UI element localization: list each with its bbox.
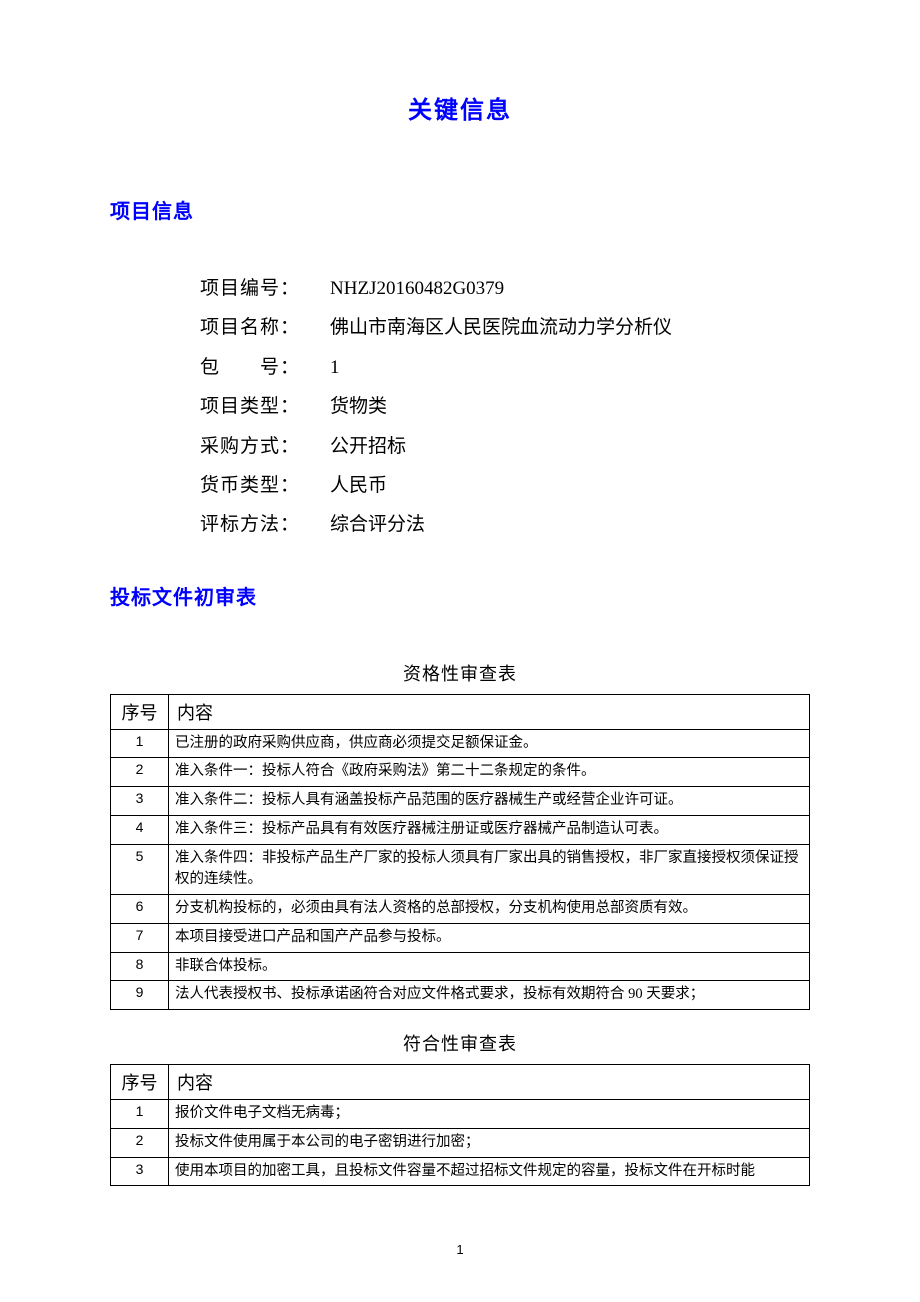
cell-seq: 2: [111, 1128, 169, 1157]
cell-seq: 6: [111, 895, 169, 924]
info-row: 采购方式： 公开招标: [200, 432, 810, 462]
cell-content: 使用本项目的加密工具，且投标文件容量不超过招标文件规定的容量，投标文件在开标时能: [169, 1157, 810, 1186]
info-value: 人民币: [330, 471, 810, 501]
cell-content: 本项目接受进口产品和国产产品参与投标。: [169, 923, 810, 952]
main-title: 关键信息: [110, 90, 810, 125]
table1-header-seq: 序号: [111, 694, 169, 729]
cell-content: 已注册的政府采购供应商，供应商必须提交足额保证金。: [169, 729, 810, 758]
info-row: 项目名称： 佛山市南海区人民医院血流动力学分析仪: [200, 313, 810, 343]
table-row: 7本项目接受进口产品和国产产品参与投标。: [111, 923, 810, 952]
cell-content: 准入条件四：非投标产品生产厂家的投标人须具有厂家出具的销售授权，非厂家直接授权须…: [169, 844, 810, 895]
info-label: 项目名称：: [200, 313, 330, 343]
info-label: 项目编号：: [200, 274, 330, 304]
table-row: 3准入条件二：投标人具有涵盖投标产品范围的医疗器械生产或经营企业许可证。: [111, 787, 810, 816]
section-header-audit: 投标文件初审表: [110, 581, 810, 610]
table-row: 8非联合体投标。: [111, 952, 810, 981]
info-row: 评标方法： 综合评分法: [200, 510, 810, 540]
table-row: 3使用本项目的加密工具，且投标文件容量不超过招标文件规定的容量，投标文件在开标时…: [111, 1157, 810, 1186]
cell-content: 投标文件使用属于本公司的电子密钥进行加密；: [169, 1128, 810, 1157]
info-label: 评标方法：: [200, 510, 330, 540]
cell-seq: 3: [111, 1157, 169, 1186]
info-row: 货币类型： 人民币: [200, 471, 810, 501]
info-value: 1: [330, 353, 810, 383]
table2-header-content: 内容: [169, 1065, 810, 1100]
cell-seq: 8: [111, 952, 169, 981]
cell-content: 报价文件电子文档无病毒；: [169, 1100, 810, 1129]
table-row: 9法人代表授权书、投标承诺函符合对应文件格式要求，投标有效期符合 90 天要求；: [111, 981, 810, 1010]
table2-header-seq: 序号: [111, 1065, 169, 1100]
cell-seq: 1: [111, 1100, 169, 1129]
table1-title: 资格性审查表: [110, 660, 810, 686]
table-row: 1报价文件电子文档无病毒；: [111, 1100, 810, 1129]
compliance-review-table: 序号 内容 1报价文件电子文档无病毒； 2投标文件使用属于本公司的电子密钥进行加…: [110, 1064, 810, 1186]
cell-content: 准入条件一：投标人符合《政府采购法》第二十二条规定的条件。: [169, 758, 810, 787]
table2-title: 符合性审查表: [110, 1030, 810, 1056]
cell-content: 非联合体投标。: [169, 952, 810, 981]
section-header-project: 项目信息: [110, 195, 810, 224]
cell-content: 法人代表授权书、投标承诺函符合对应文件格式要求，投标有效期符合 90 天要求；: [169, 981, 810, 1010]
info-row: 项目类型： 货物类: [200, 392, 810, 422]
qualification-review-table: 序号 内容 1已注册的政府采购供应商，供应商必须提交足额保证金。 2准入条件一：…: [110, 694, 810, 1011]
info-value: 佛山市南海区人民医院血流动力学分析仪: [330, 313, 810, 343]
info-row: 包 号： 1: [200, 353, 810, 383]
info-label: 货币类型：: [200, 471, 330, 501]
table-row: 1已注册的政府采购供应商，供应商必须提交足额保证金。: [111, 729, 810, 758]
cell-seq: 5: [111, 844, 169, 895]
info-value: 公开招标: [330, 432, 810, 462]
cell-seq: 4: [111, 815, 169, 844]
info-value: 综合评分法: [330, 510, 810, 540]
info-value: NHZJ20160482G0379: [330, 274, 810, 304]
cell-seq: 7: [111, 923, 169, 952]
page-number: 1: [0, 1242, 920, 1257]
info-label: 采购方式：: [200, 432, 330, 462]
info-row: 项目编号： NHZJ20160482G0379: [200, 274, 810, 304]
cell-content: 准入条件三：投标产品具有有效医疗器械注册证或医疗器械产品制造认可表。: [169, 815, 810, 844]
info-value: 货物类: [330, 392, 810, 422]
table-row: 5准入条件四：非投标产品生产厂家的投标人须具有厂家出具的销售授权，非厂家直接授权…: [111, 844, 810, 895]
cell-seq: 3: [111, 787, 169, 816]
cell-content: 分支机构投标的，必须由具有法人资格的总部授权，分支机构使用总部资质有效。: [169, 895, 810, 924]
project-info-list: 项目编号： NHZJ20160482G0379 项目名称： 佛山市南海区人民医院…: [200, 274, 810, 541]
cell-content: 准入条件二：投标人具有涵盖投标产品范围的医疗器械生产或经营企业许可证。: [169, 787, 810, 816]
info-label: 项目类型：: [200, 392, 330, 422]
table-row: 4准入条件三：投标产品具有有效医疗器械注册证或医疗器械产品制造认可表。: [111, 815, 810, 844]
cell-seq: 2: [111, 758, 169, 787]
cell-seq: 1: [111, 729, 169, 758]
table-row: 2准入条件一：投标人符合《政府采购法》第二十二条规定的条件。: [111, 758, 810, 787]
table-row: 2投标文件使用属于本公司的电子密钥进行加密；: [111, 1128, 810, 1157]
table-row: 6分支机构投标的，必须由具有法人资格的总部授权，分支机构使用总部资质有效。: [111, 895, 810, 924]
info-label: 包 号：: [200, 353, 330, 383]
table1-header-content: 内容: [169, 694, 810, 729]
cell-seq: 9: [111, 981, 169, 1010]
